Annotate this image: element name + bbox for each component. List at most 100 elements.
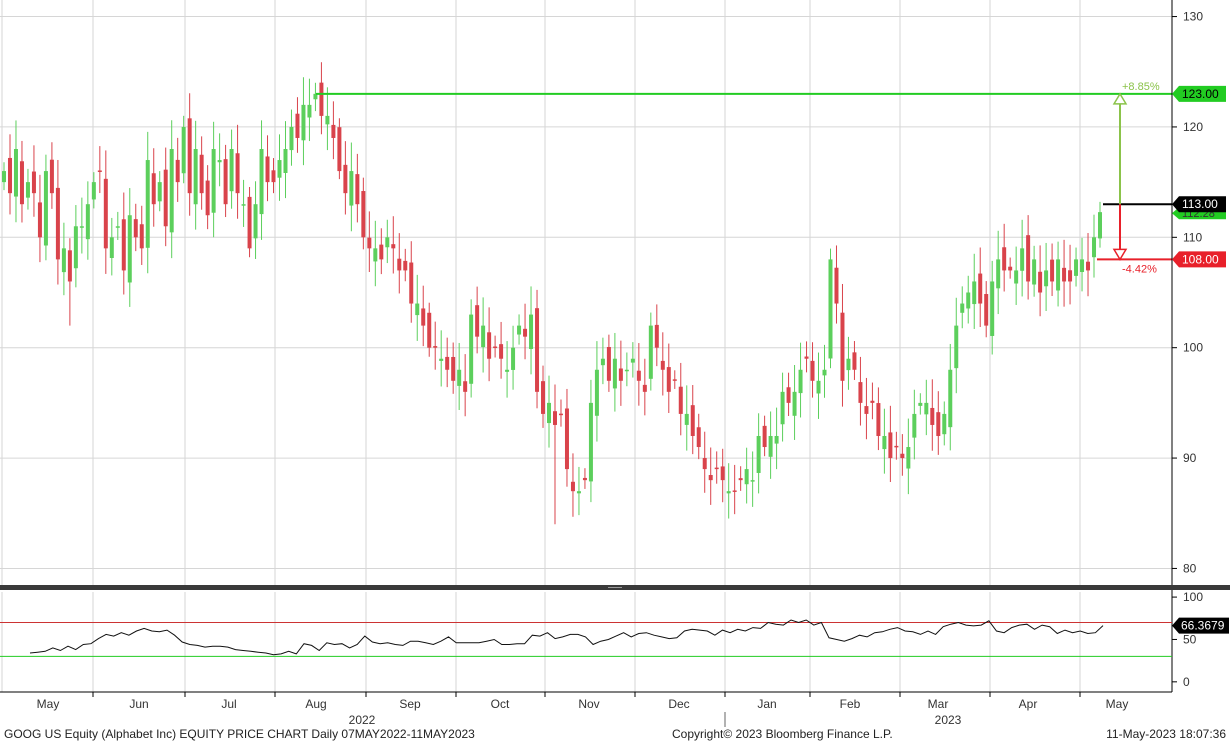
candle-body xyxy=(367,237,372,249)
x-month-label: Nov xyxy=(578,697,599,711)
candle-body xyxy=(283,149,288,173)
candle-body xyxy=(523,328,528,337)
x-month-label: Dec xyxy=(668,697,689,711)
candle-body xyxy=(535,308,540,392)
candle-body xyxy=(373,248,378,262)
candle-body xyxy=(151,173,156,205)
candle-body xyxy=(337,127,342,172)
y-tick-label: 80 xyxy=(1183,561,1197,575)
candle-body xyxy=(505,369,510,372)
candle-body xyxy=(313,93,318,100)
candle-body xyxy=(349,171,354,206)
candle-body xyxy=(133,219,138,238)
candle-body xyxy=(469,314,474,384)
timestamp: 11-May-2023 18:07:36 xyxy=(1106,727,1226,741)
candle-body xyxy=(618,368,623,381)
price-tag-label: 113.00 xyxy=(1182,197,1218,211)
candle-body xyxy=(175,159,180,183)
candle-body xyxy=(942,413,947,435)
candle-body xyxy=(960,303,965,313)
candle-body xyxy=(804,356,809,359)
candle-body xyxy=(1062,267,1067,282)
candle-body xyxy=(690,405,695,436)
candle-body xyxy=(475,305,480,337)
candle-body xyxy=(139,224,144,249)
price-tag: 123.00 xyxy=(1172,85,1226,102)
x-month-label: Feb xyxy=(840,697,861,711)
candle-body xyxy=(762,425,767,448)
rsi-y-tick-label: 0 xyxy=(1183,675,1190,689)
candle-body xyxy=(918,402,923,406)
candle-body xyxy=(67,250,72,282)
candle-body xyxy=(331,124,336,138)
candle-body xyxy=(379,244,384,260)
candle-body xyxy=(1008,266,1013,271)
candle-body xyxy=(1068,270,1073,282)
rsi-gridlines xyxy=(1,592,1081,692)
candle-body xyxy=(624,369,629,372)
candle-body xyxy=(259,149,264,215)
candle-body xyxy=(1074,259,1079,276)
candle-body xyxy=(43,171,48,246)
x-month-label: Oct xyxy=(491,697,510,711)
candle-body xyxy=(109,237,114,258)
candle-body xyxy=(85,204,90,240)
candle-body xyxy=(355,174,360,205)
chart-description: GOOG US Equity (Alphabet Inc) EQUITY PRI… xyxy=(4,727,475,741)
date-axis: May Jun Jul Aug Sep Oct Nov Dec Jan Feb Mar Apr May 2… xyxy=(0,691,1172,727)
candle-body xyxy=(906,447,911,469)
x-month-label: Mar xyxy=(928,697,949,711)
candle-body xyxy=(600,358,605,366)
price-tag-box xyxy=(1172,196,1226,213)
candle-body xyxy=(744,469,749,485)
price-annotations: +8.85% -4.42% xyxy=(316,81,1172,275)
candle-body xyxy=(888,432,893,459)
candle-body xyxy=(1032,259,1037,285)
candle-body xyxy=(816,380,821,394)
candle-body xyxy=(858,382,863,403)
candle-body xyxy=(31,171,36,194)
candle-body xyxy=(606,346,611,381)
y-tick-label: 130 xyxy=(1183,10,1203,24)
candle-body xyxy=(25,182,30,198)
candle-body xyxy=(121,219,126,271)
rsi-line xyxy=(29,619,1104,656)
candle-body xyxy=(415,303,420,316)
candle-body xyxy=(846,358,851,371)
candle-body xyxy=(570,481,575,492)
candle-body xyxy=(199,154,204,194)
candle-body xyxy=(822,369,827,376)
y-tick-label: 90 xyxy=(1183,451,1197,465)
candle-body xyxy=(882,435,887,450)
candle-body xyxy=(61,248,66,273)
price-tag-label: 108.00 xyxy=(1182,252,1219,266)
candle-body xyxy=(79,226,84,228)
candle-body xyxy=(840,312,845,381)
candle-body xyxy=(19,161,24,205)
candle-body xyxy=(493,346,498,349)
candle-body xyxy=(954,325,959,369)
candle-body xyxy=(91,182,96,200)
candle-body xyxy=(301,104,306,141)
candle-body xyxy=(594,369,599,416)
candle-body xyxy=(103,178,108,249)
candle-body xyxy=(894,445,899,448)
candle-body xyxy=(750,480,755,482)
candle-body xyxy=(720,466,725,481)
candle-body xyxy=(145,160,150,248)
candle-body xyxy=(163,169,168,227)
candle-body xyxy=(768,435,773,457)
candle-body xyxy=(187,118,192,194)
candle-body xyxy=(780,391,785,425)
candle-body xyxy=(876,403,881,436)
x-year-label: 2023 xyxy=(935,713,962,727)
candle-body xyxy=(295,113,300,138)
panel-divider[interactable] xyxy=(0,585,1230,590)
candle-body xyxy=(648,325,653,379)
candle-body xyxy=(1086,261,1091,271)
x-month-label: Apr xyxy=(1019,697,1038,711)
candle-body xyxy=(451,356,456,381)
candle-body xyxy=(930,407,935,425)
candle-body xyxy=(1050,259,1055,282)
candle-body xyxy=(445,356,450,370)
